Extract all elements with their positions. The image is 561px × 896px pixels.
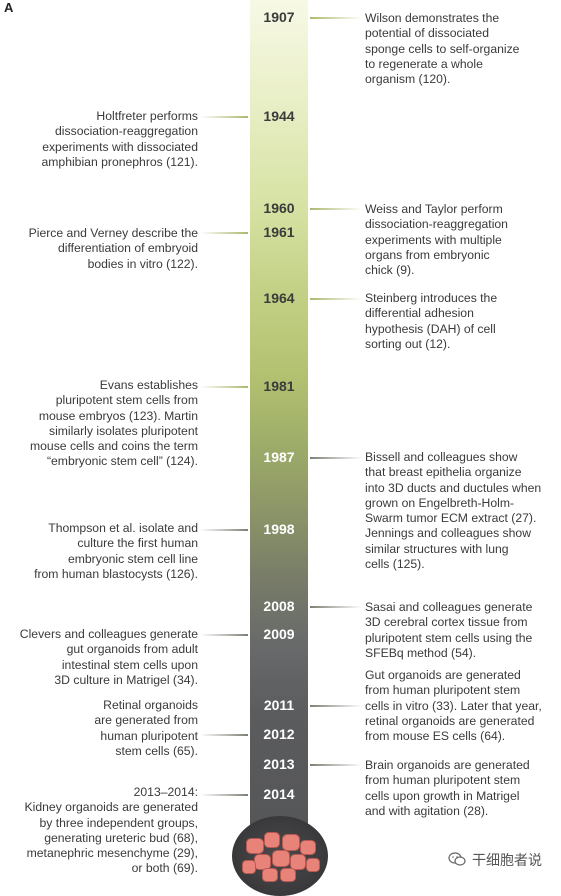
organoid-cell — [242, 860, 256, 874]
connector-2012 — [200, 734, 248, 736]
organoid-cell — [300, 840, 316, 855]
event-1964: Steinberg introduces the differential ad… — [365, 291, 498, 351]
event-1960: Weiss and Taylor perform dissociation-re… — [365, 202, 508, 278]
year-2011: 2011 — [263, 697, 295, 713]
organoid-cell — [282, 834, 300, 851]
event-1961: Pierce and Verney describe the different… — [28, 226, 198, 271]
year-1998: 1998 — [263, 521, 295, 537]
connector-1981 — [200, 386, 248, 388]
watermark-label: 干细胞者说 — [472, 852, 542, 868]
year-1960: 1960 — [263, 200, 295, 216]
year-1987: 1987 — [263, 449, 295, 465]
connector-2009 — [200, 634, 248, 636]
connector-2013 — [310, 764, 362, 766]
event-1944: Holtfreter performs dissociation-reaggre… — [41, 109, 198, 169]
year-2008: 2008 — [263, 598, 295, 614]
connector-2011 — [310, 705, 362, 707]
year-1964: 1964 — [263, 290, 295, 306]
timeline-bar — [250, 0, 308, 830]
year-1907: 1907 — [263, 9, 295, 25]
event-2012: Retinal organoids are generated from hum… — [94, 698, 198, 758]
year-1961: 1961 — [263, 224, 295, 240]
connector-1964 — [310, 298, 362, 300]
connector-1998 — [200, 529, 248, 531]
event-2008: Sasai and colleagues generate 3D cerebra… — [365, 600, 533, 660]
year-2009: 2009 — [263, 626, 295, 642]
organoid-cell — [264, 832, 280, 848]
event-1987: Bissell and colleagues show that breast … — [365, 450, 542, 572]
event-2011: Gut organoids are generated from human p… — [365, 668, 542, 744]
event-2009: Clevers and colleagues generate gut orga… — [19, 627, 198, 687]
year-2014: 2014 — [263, 786, 295, 802]
wechat-icon — [448, 852, 466, 866]
panel-label: A — [4, 0, 14, 15]
event-2014: 2013–2014: Kidney organoids are generate… — [24, 785, 198, 876]
connector-1960 — [310, 208, 362, 210]
connector-1907 — [310, 17, 362, 19]
connector-2008 — [310, 606, 362, 608]
year-1944: 1944 — [263, 108, 295, 124]
organoid-dish-icon — [232, 816, 328, 896]
event-1981: Evans establishes pluripotent stem cells… — [30, 378, 198, 469]
event-1998: Thompson et al. isolate and culture the … — [34, 521, 198, 581]
event-2013: Brain organoids are generated from human… — [365, 758, 530, 818]
organoid-cell — [290, 854, 306, 870]
connector-1944 — [200, 116, 248, 118]
organoid-cell — [262, 868, 278, 882]
year-2012: 2012 — [263, 726, 295, 742]
year-1981: 1981 — [263, 378, 295, 394]
organoid-cell — [280, 868, 296, 882]
year-2013: 2013 — [263, 756, 295, 772]
connector-1987 — [310, 457, 362, 459]
organoid-cell — [272, 850, 290, 867]
organoid-cell — [246, 838, 264, 854]
organoid-cell — [306, 858, 320, 872]
event-1907: Wilson demonstrates the potential of dis… — [365, 11, 520, 87]
connector-1961 — [200, 232, 248, 234]
connector-2014 — [200, 794, 248, 796]
